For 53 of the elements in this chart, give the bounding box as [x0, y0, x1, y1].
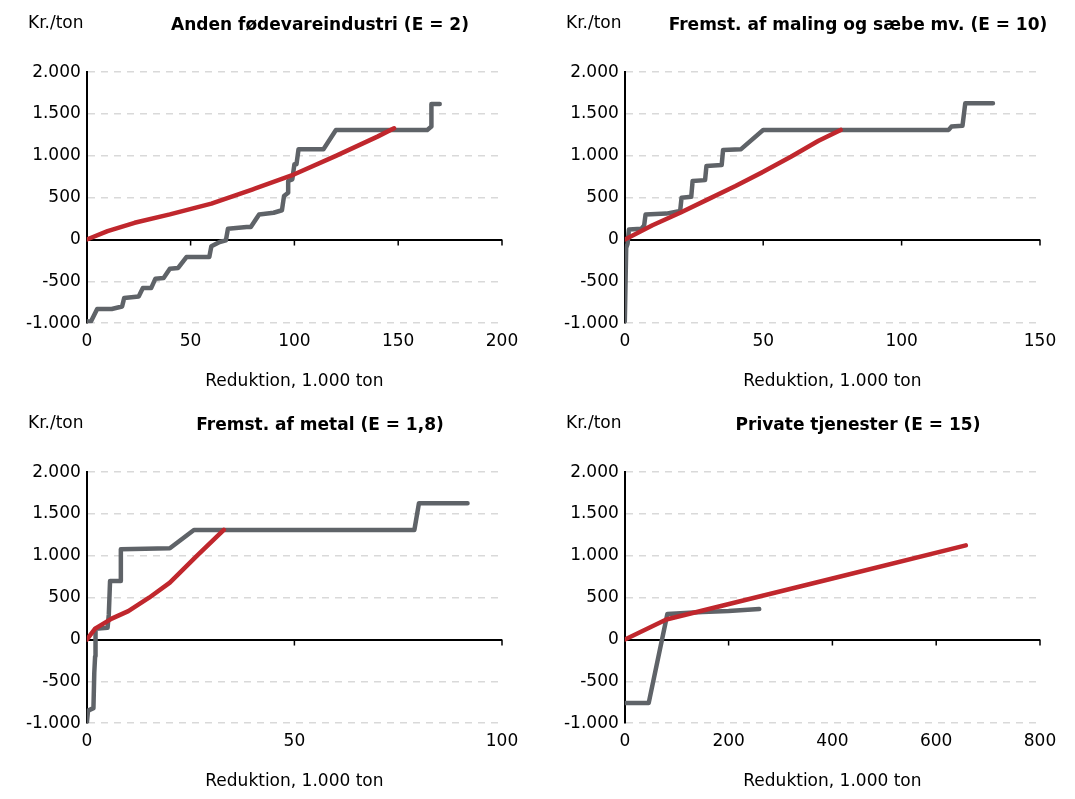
y-tick-label: 0: [69, 227, 81, 248]
x-axis-title: Reduktion, 1.000 ton: [743, 370, 922, 391]
y-tick-label: 1.000: [570, 544, 619, 565]
x-tick-label: 150: [1023, 329, 1057, 350]
chart-title: Fremst. af maling og sæbe mv. (E = 10): [667, 14, 1049, 35]
y-tick-label: 1.000: [32, 144, 81, 165]
x-tick-label: 400: [816, 729, 849, 750]
y-tick-label: 2.000: [570, 60, 619, 81]
x-tick-label: 100: [885, 329, 918, 350]
x-tick-label: 50: [283, 729, 306, 750]
x-tick-label: 600: [919, 729, 953, 750]
y-tick-label: -1.000: [25, 711, 81, 732]
y-tick-label: 1.500: [32, 102, 81, 123]
y-tick-label: 1.500: [570, 102, 619, 123]
y-tick-label: -500: [580, 669, 619, 690]
y-axis-title: Kr./ton: [566, 12, 622, 32]
chart-title: Private tjenester (E = 15): [734, 414, 982, 435]
y-tick-label: 500: [586, 186, 619, 207]
y-tick-label: 1.500: [570, 502, 619, 523]
x-tick-label: 200: [485, 329, 519, 350]
y-tick-label: 0: [607, 227, 619, 248]
y-tick-label: 1.000: [570, 144, 619, 165]
y-tick-label: 0: [607, 627, 619, 648]
y-tick-label: 1.500: [32, 502, 81, 523]
y-tick-label: 500: [586, 586, 619, 607]
y-tick-label: -500: [580, 269, 619, 290]
x-tick-label: 50: [752, 329, 775, 350]
y-axis-title: Kr./ton: [566, 412, 622, 432]
y-tick-label: -1.000: [25, 311, 81, 332]
x-tick-label: 100: [485, 729, 519, 750]
x-tick-label: 800: [1023, 729, 1057, 750]
y-tick-label: 2.000: [570, 460, 619, 481]
x-tick-label: 150: [381, 329, 415, 350]
x-axis-title: Reduktion, 1.000 ton: [743, 770, 922, 791]
y-axis-title: Kr./ton: [28, 12, 84, 32]
y-tick-label: 500: [48, 186, 81, 207]
x-tick-label: 100: [278, 329, 311, 350]
y-axis-title: Kr./ton: [28, 412, 84, 432]
y-tick-label: 1.000: [32, 544, 81, 565]
y-tick-label: -1.000: [563, 311, 619, 332]
chart-title: Anden fødevareindustri (E = 2): [170, 14, 470, 35]
y-tick-label: 500: [48, 586, 81, 607]
y-tick-label: -500: [42, 269, 81, 290]
y-tick-label: 0: [69, 627, 81, 648]
x-tick-label: 200: [712, 729, 745, 750]
y-tick-label: 2.000: [32, 460, 81, 481]
y-tick-label: -500: [42, 669, 81, 690]
y-tick-label: 2.000: [32, 60, 81, 81]
x-axis-title: Reduktion, 1.000 ton: [205, 770, 384, 791]
chart-title: Fremst. af metal (E = 1,8): [195, 414, 445, 435]
x-tick-label: 50: [179, 329, 202, 350]
y-tick-label: -1.000: [563, 711, 619, 732]
x-axis-title: Reduktion, 1.000 ton: [205, 370, 384, 391]
